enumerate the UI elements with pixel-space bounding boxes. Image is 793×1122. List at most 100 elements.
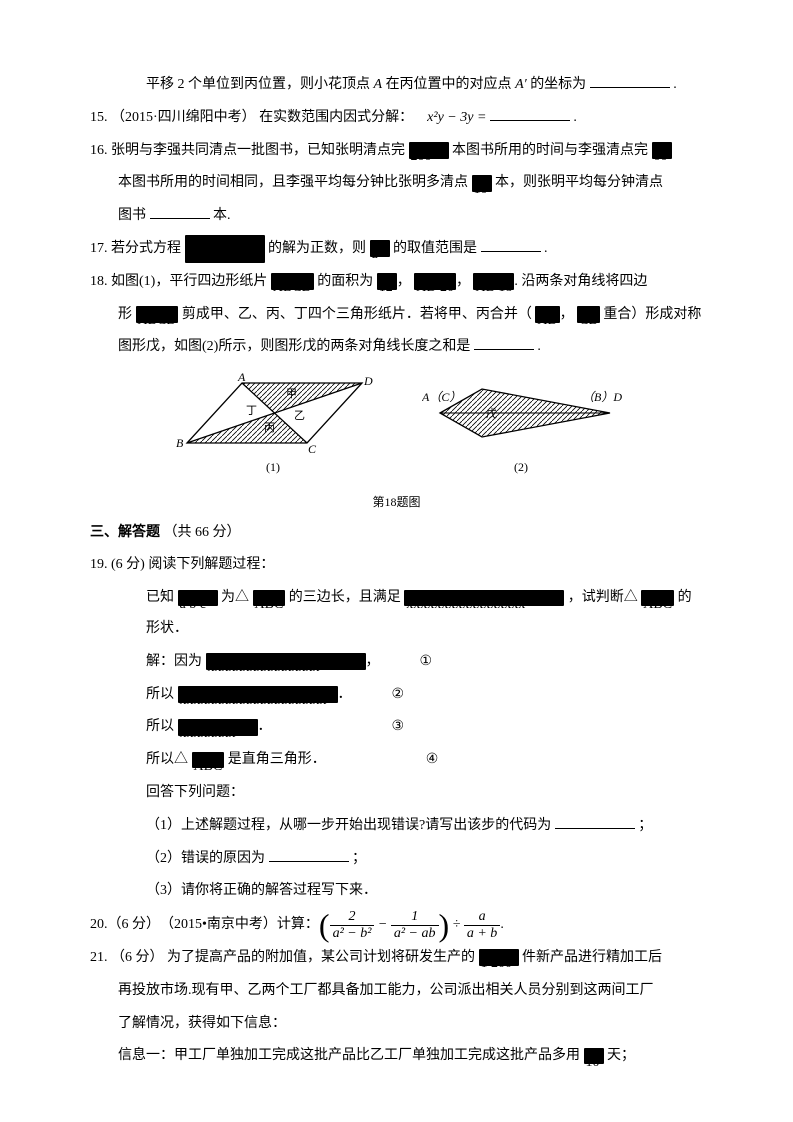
label-wu: 戊 [486, 407, 497, 420]
text: . [673, 77, 677, 92]
redaction: ABC [641, 590, 674, 607]
q19-step3: 所以 xxxxxxxx． ③ [90, 712, 703, 743]
blank [555, 815, 635, 829]
q19-p3: （3）请你将正确的解答过程写下来． [90, 876, 703, 907]
fraction-1: 2a² − b² [330, 909, 375, 941]
qnum: 20. [90, 910, 108, 941]
source: （2015·四川绵阳中考） [111, 110, 256, 125]
text: 剪成甲、乙、丙、丁四个三角形纸片．若将甲、丙合并（ [182, 307, 532, 322]
redaction: a [370, 240, 390, 257]
q19-step4: 所以△ ABC 是直角三角形． ④ [90, 745, 703, 776]
blank [590, 74, 670, 88]
section-3-heading: 三、解答题 （共 66 分） [90, 516, 703, 549]
pts: （6 分） [111, 950, 164, 965]
minus: − [374, 910, 390, 941]
redaction: 1 200 [479, 949, 519, 966]
redaction: xxxxxxx [185, 235, 265, 263]
blank [150, 205, 210, 219]
qnum: 15. [90, 110, 108, 125]
text: 件新产品进行精加工后 [522, 950, 662, 965]
qnum: 21. [90, 950, 108, 965]
text: 如图(1)，平行四边形纸片 [111, 274, 267, 289]
q19-p2: （2）错误的原因为 ； [90, 844, 703, 875]
section-title: 三、解答题 [90, 523, 160, 539]
text: （1）上述解题过程，从哪一步开始出现错误?请写出该步的代码为 [146, 818, 551, 833]
text: 是直角三角形． [228, 752, 326, 767]
text: 若分式方程 [111, 241, 181, 256]
q21-l1: 21. （6 分） 为了提高产品的附加值，某公司计划将研发生产的 1 200 件… [90, 943, 703, 974]
text: 解：因为 [146, 654, 202, 669]
source: （2015•南京中考） [160, 910, 277, 941]
q18-figure: A D B C 甲 丁 乙 丙 (1) 戊 A（C） （B）D (2) [90, 371, 703, 481]
expr: x²y − 3y = [427, 110, 486, 125]
text: 阅读下列解题过程： [148, 557, 274, 572]
text: 为△ [221, 590, 249, 605]
q15: 15. （2015·四川绵阳中考） 在实数范围内因式分解： x²y − 3y =… [90, 103, 703, 134]
redaction: 00 [652, 142, 672, 159]
qnum: 19. [90, 557, 108, 572]
text: 形 [118, 307, 132, 322]
text: . [573, 110, 577, 125]
redaction: xxxxxxxxxxxxxxxx [206, 653, 366, 670]
q18-l2: 形 ABCD 剪成甲、乙、丙、丁四个三角形纸片．若将甲、丙合并（ AD， CB … [90, 300, 703, 331]
redaction: ABCD [271, 273, 314, 290]
qnum: 18. [90, 274, 108, 289]
label-b: B [176, 436, 184, 450]
step-num: ② [392, 680, 405, 711]
text: . [537, 339, 541, 354]
text: . [544, 241, 548, 256]
step-num: ③ [392, 712, 405, 743]
text: 图书 [118, 208, 146, 223]
qnum: 16. [90, 143, 108, 158]
qnum: 17. [90, 241, 108, 256]
text: 的三边长，且满足 [289, 590, 401, 605]
q19-step2: 所以 xxxxxxxxxxxxxxxxxxxxx． ② [90, 680, 703, 711]
redaction: AD 20 [414, 273, 456, 290]
text: 已知 [146, 590, 174, 605]
blank [269, 848, 349, 862]
redaction: ABC [192, 752, 225, 769]
fraction-3: aa + b [464, 909, 500, 941]
redaction: AB 18 [473, 273, 514, 290]
redaction: 12 [377, 273, 397, 290]
pts: （6 分） [108, 910, 161, 941]
label-a: A [237, 371, 246, 384]
q16-l3: 图书 本. [90, 201, 703, 232]
redaction: 200 [409, 142, 449, 159]
q21-l4: 信息一：甲工厂单独加工完成这批产品比乙工厂单独加工完成这批产品多用 10 天； [90, 1041, 703, 1072]
redaction: 10 [584, 1048, 604, 1065]
text: 平移 2 个单位到丙位置，则小花顶点 [146, 77, 374, 92]
text: 本. [213, 208, 231, 223]
redaction: ABC [253, 590, 286, 607]
text: 在实数范围内因式分解： [259, 110, 413, 125]
label-c: C [308, 442, 317, 456]
label-d: D [363, 374, 373, 388]
label-jia: 甲 [286, 388, 297, 400]
q17: 17. 若分式方程 xxxxxxx 的解为正数，则 a 的取值范围是 . [90, 234, 703, 265]
var-a-prime: A′ [515, 77, 527, 92]
text: 信息一：甲工厂单独加工完成这批产品比乙工厂单独加工完成这批产品多用 [118, 1048, 580, 1063]
redaction: ABCD [136, 306, 179, 323]
blank [490, 107, 570, 121]
q18-l1: 18. 如图(1)，平行四边形纸片 ABCD 的面积为 12， AD 20， A… [90, 267, 703, 298]
label-bing: 丙 [264, 422, 275, 434]
pts: (6 分) [111, 557, 148, 572]
label-yi: 乙 [294, 409, 305, 422]
redaction: CB [577, 306, 600, 323]
divide: ÷ [449, 910, 464, 941]
q21-l3: 了解情况，获得如下信息： [90, 1009, 703, 1040]
q14-tail: 平移 2 个单位到丙位置，则小花顶点 A 在丙位置中的对应点 A′ 的坐标为 . [90, 70, 703, 101]
blank [474, 336, 534, 350]
step-num: ① [420, 647, 433, 678]
text: 所以 [146, 687, 174, 702]
q20: 20. （6 分） （2015•南京中考） 计算： ( 2a² − b² − 1… [90, 909, 703, 941]
q16-l1: 16. 张明与李强共同清点一批图书，已知张明清点完 200 本图书所用的时间与李… [90, 136, 703, 167]
q19-p1: （1）上述解题过程，从哪一步开始出现错误?请写出该步的代码为 ； [90, 811, 703, 842]
text: 图形戊，如图(2)所示，则图形戊的两条对角线长度之和是 [118, 339, 470, 354]
text: ； [352, 851, 366, 866]
text: （2）错误的原因为 [146, 851, 265, 866]
text: 在丙位置中的对应点 [386, 77, 516, 92]
text: 的坐标为 [530, 77, 586, 92]
text: 计算： [277, 910, 319, 941]
text: 为了提高产品的附加值，某公司计划将研发生产的 [167, 950, 475, 965]
